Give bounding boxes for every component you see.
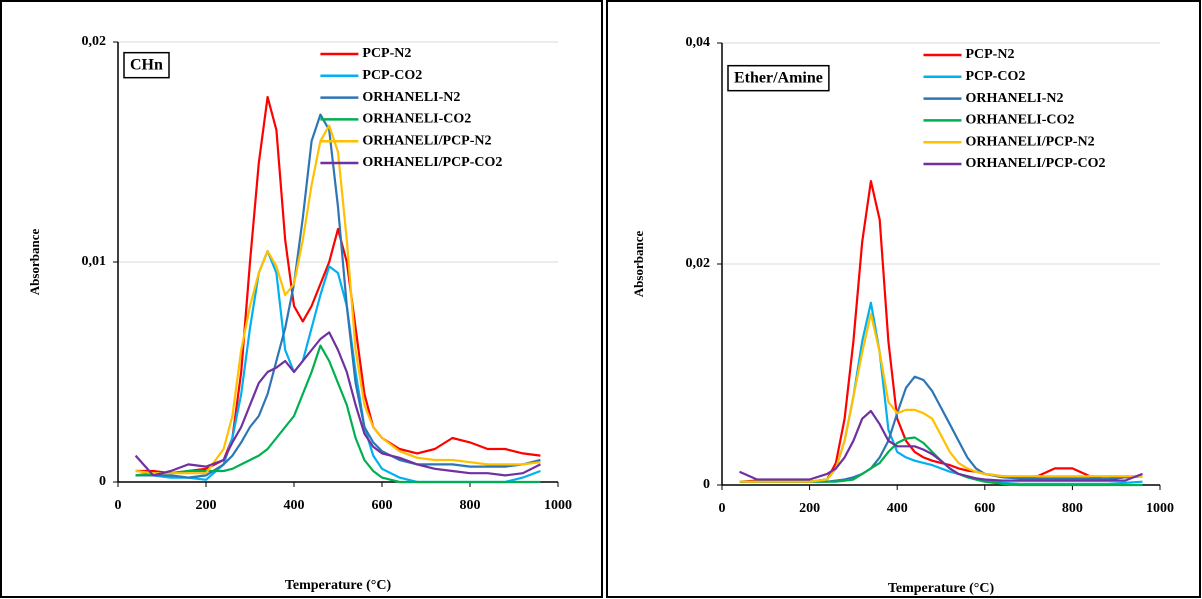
x-tick-label: 1000 [1146, 501, 1174, 516]
x-tick-label: 1000 [544, 498, 572, 513]
y-tick-label: 0,01 [82, 254, 107, 269]
x-tick-label: 0 [719, 501, 726, 516]
y-tick-label: 0,02 [82, 34, 107, 49]
y-axis-label: Absorbance [631, 231, 646, 298]
series-line [135, 249, 541, 484]
x-tick-label: 600 [372, 498, 393, 513]
series-line [134, 331, 541, 477]
x-tick-label: 400 [284, 498, 305, 513]
legend-label: ORHANELI/PCP-N2 [965, 134, 1094, 149]
panel-border [606, 0, 1201, 598]
x-tick-label: 400 [887, 501, 908, 516]
legend-label: ORHANELI-N2 [362, 90, 460, 105]
series-line [739, 180, 1143, 483]
legend-label: ORHANELI/PCP-CO2 [965, 156, 1105, 171]
series-line [739, 375, 1143, 483]
annotation-box [123, 51, 170, 79]
annotation-box [727, 64, 830, 92]
legend-label: PCP-N2 [965, 47, 1014, 62]
y-tick-label: 0,04 [686, 35, 711, 50]
legend-label: PCP-N2 [362, 46, 411, 61]
legend-label: PCP-CO2 [965, 69, 1025, 84]
y-tick-label: 0 [99, 474, 106, 489]
annotation: CHn [130, 57, 163, 74]
x-tick-label: 0 [115, 498, 122, 513]
legend-label: ORHANELI-CO2 [965, 113, 1074, 128]
annotation: Ether/Amine [734, 70, 823, 87]
legend-label: ORHANELI-N2 [965, 91, 1063, 106]
legend-label: ORHANELI/PCP-N2 [362, 133, 491, 148]
x-tick-label: 600 [974, 501, 995, 516]
x-tick-label: 200 [196, 498, 217, 513]
y-tick-label: 0 [703, 477, 710, 492]
y-axis-label: Absorbance [27, 229, 42, 296]
y-tick-label: 0,02 [686, 256, 711, 271]
series-line [135, 124, 541, 475]
x-axis-label: Temperature (°C) [285, 578, 392, 593]
x-tick-label: 200 [799, 501, 820, 516]
legend-label: ORHANELI/PCP-CO2 [362, 155, 502, 170]
series-line [739, 312, 1143, 483]
x-tick-label: 800 [1062, 501, 1083, 516]
legend-label: PCP-CO2 [362, 68, 422, 83]
x-axis-label: Temperature (°C) [888, 581, 995, 596]
panel-border [0, 0, 603, 598]
legend-label: ORHANELI-CO2 [362, 112, 471, 127]
series-line [135, 344, 541, 484]
series-line [739, 301, 1143, 485]
series-line [135, 113, 541, 479]
x-tick-label: 800 [460, 498, 481, 513]
series-line [739, 436, 1143, 487]
series-line [739, 409, 1143, 482]
